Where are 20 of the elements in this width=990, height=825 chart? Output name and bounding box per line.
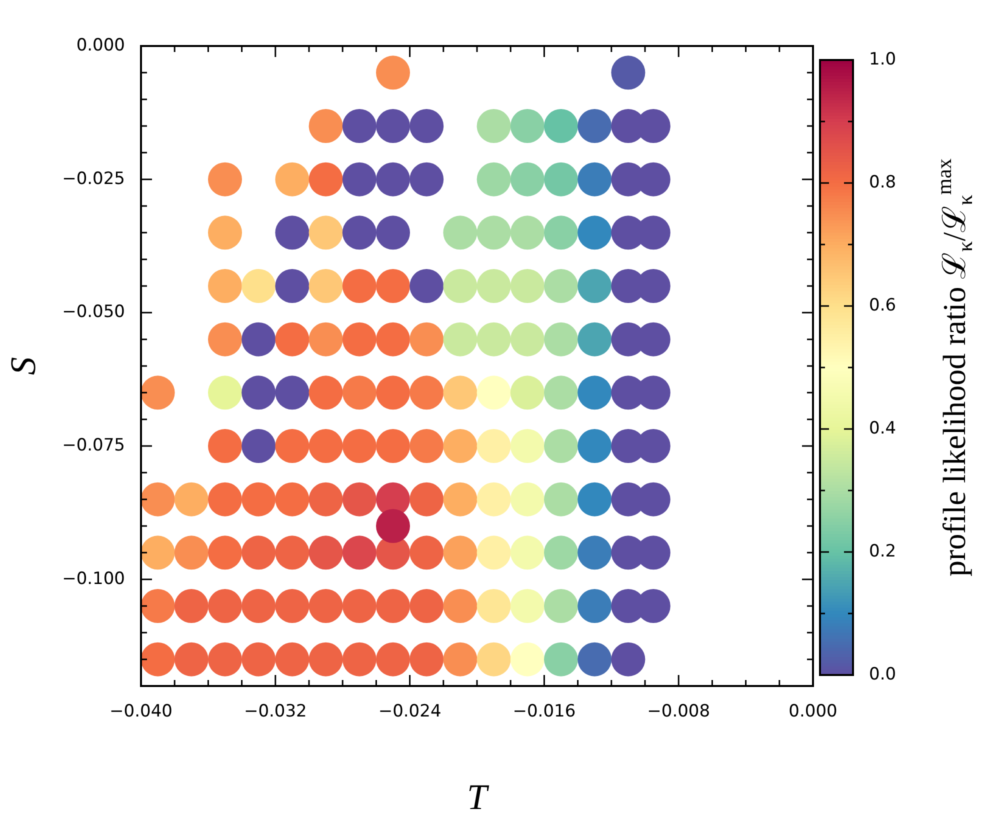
- y-tick-label: −0.075: [62, 435, 125, 456]
- x-tick-label: −0.040: [110, 702, 172, 722]
- x-tick-label: −0.032: [244, 702, 307, 722]
- color-bar-label: 0.4: [869, 418, 896, 438]
- x-tick-label: 0.000: [788, 702, 838, 722]
- color-bar-label: 1.0: [869, 49, 896, 70]
- y-tick-label: −0.050: [62, 302, 125, 322]
- x-tick-label: −0.016: [512, 702, 576, 722]
- color-bar-label: 0.0: [869, 664, 896, 684]
- y-tick-label: −0.025: [62, 168, 125, 189]
- y-tick-label: 0.000: [76, 35, 125, 56]
- color-bar-label: 0.2: [869, 541, 896, 562]
- y-axis-title: S: [3, 357, 44, 375]
- x-axis-title: T: [466, 776, 490, 817]
- x-tick-label: −0.024: [378, 702, 442, 722]
- color-bar-label: 0.6: [869, 295, 896, 316]
- color-bar-title: profile likelihood ratio ℒκ/ℒκmax: [932, 158, 977, 576]
- x-tick-label: −0.008: [647, 702, 710, 722]
- y-tick-label: −0.100: [62, 568, 125, 589]
- color-bar-label: 0.8: [869, 172, 896, 192]
